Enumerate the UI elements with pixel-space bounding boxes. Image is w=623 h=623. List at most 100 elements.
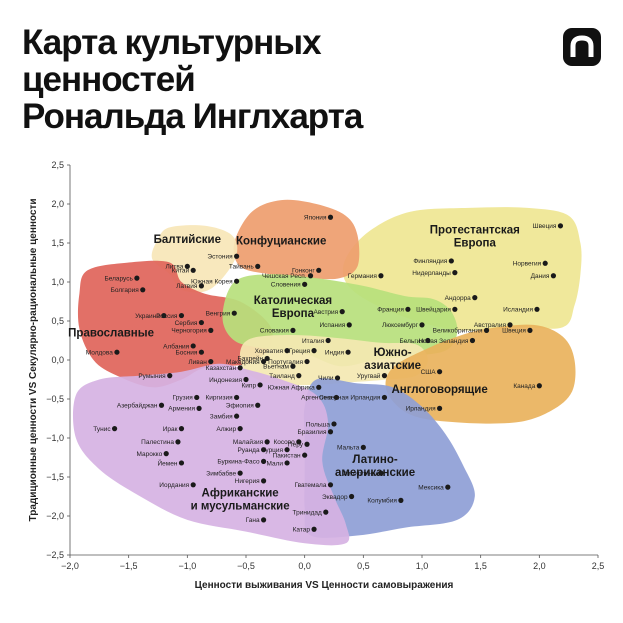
country-point xyxy=(437,369,443,375)
country-label: Новая Зеландия xyxy=(419,338,469,345)
country-label: Нидерланды xyxy=(412,270,451,277)
region-labels-layer: ПротестантскаяЕвропаКонфуцианскиеБалтийс… xyxy=(68,225,520,513)
country-point xyxy=(419,322,425,328)
region-label: Европа xyxy=(454,238,497,250)
country-label: Ирак xyxy=(163,426,178,433)
country-label: Йемен xyxy=(157,458,177,467)
country-label: США xyxy=(421,369,437,376)
country-label: Норвегия xyxy=(513,261,542,268)
country-point xyxy=(472,295,478,301)
y-tick-label: 2,5 xyxy=(51,160,64,170)
country-label: Гватемала xyxy=(294,482,326,489)
y-tick-label: −2,0 xyxy=(46,511,64,521)
country-label: Венгрия xyxy=(206,311,231,318)
country-label: Алжир xyxy=(216,426,236,433)
country-label: Таиланд xyxy=(269,373,295,380)
country-label: Латвия xyxy=(176,283,198,290)
y-tick-label: 2,0 xyxy=(51,199,64,209)
y-tick-label: 0,0 xyxy=(51,355,64,365)
country-label: Тунис xyxy=(93,426,111,433)
country-point xyxy=(327,214,334,220)
country-label: Армения xyxy=(168,406,195,413)
country-point xyxy=(194,394,200,401)
country-point xyxy=(302,281,308,287)
country-point xyxy=(161,312,167,319)
country-point xyxy=(557,223,564,229)
country-label: Швеция xyxy=(502,328,526,335)
region-shape-7 xyxy=(303,378,475,538)
x-tick-label: 1,5 xyxy=(474,561,487,571)
country-point xyxy=(111,426,118,432)
country-label: Польша xyxy=(306,421,331,428)
country-label: Замбия xyxy=(210,412,233,420)
inglehart-chart: −2,0 −1,5 −1,0 −0,5 0,0 0,5 1,0 1,5 2,0 2,5 2,5 2,0… xyxy=(28,160,604,591)
country-label: Андорра xyxy=(445,295,472,302)
country-point xyxy=(198,349,205,355)
country-label: Мексика xyxy=(418,484,444,491)
page-title: Карта культурных ценностей Рональда Ингл… xyxy=(22,24,462,135)
country-label: Хорватия xyxy=(255,348,284,355)
country-label: Швеция xyxy=(533,223,557,230)
country-point xyxy=(339,309,345,315)
country-point xyxy=(325,337,331,344)
country-label: Бельгия xyxy=(399,338,424,345)
country-point xyxy=(437,405,443,411)
country-point xyxy=(190,343,196,349)
region-label: Конфуцианские xyxy=(236,236,326,248)
country-label: Ливан xyxy=(188,359,207,366)
x-tick-label: −2,0 xyxy=(61,561,79,571)
country-label: Литва xyxy=(165,264,183,271)
country-label: Эквадор xyxy=(322,494,348,501)
country-point xyxy=(140,287,146,293)
country-point xyxy=(190,267,196,273)
y-tick-label: −2,5 xyxy=(46,550,64,560)
country-label: Марокко xyxy=(136,451,162,458)
country-point xyxy=(237,470,243,476)
country-label: Казахстан xyxy=(206,365,237,372)
country-label: Аргентина xyxy=(301,395,333,402)
title-line-3: Рональда Инглхарта xyxy=(22,97,363,136)
country-label: Эфиопия xyxy=(226,403,254,410)
country-label: Финляндия xyxy=(413,258,447,265)
country-point xyxy=(307,273,314,279)
country-point xyxy=(198,319,205,326)
country-point xyxy=(178,312,185,319)
points-layer: Япония Швеция Эстония Финляндия Норвегия Литв… xyxy=(86,214,564,534)
country-point xyxy=(290,327,296,333)
country-label: Южная Корея xyxy=(191,279,233,286)
country-label: Дания xyxy=(531,273,550,280)
y-tick-label: −1,0 xyxy=(46,433,64,443)
region-label: Латино- xyxy=(352,454,397,466)
x-tick-label: 1,0 xyxy=(416,561,429,571)
country-label: Швейцария xyxy=(416,306,451,314)
country-label: Словения xyxy=(271,282,301,289)
country-label: Китай xyxy=(172,267,190,275)
country-label: Нигерия xyxy=(235,478,260,485)
country-label: Иордания xyxy=(159,482,189,489)
region-label: Южно- xyxy=(374,347,412,359)
y-tick-label: 0,5 xyxy=(51,316,64,326)
country-label: Косово xyxy=(273,439,295,446)
country-point xyxy=(304,358,310,365)
country-point xyxy=(405,306,411,312)
country-label: Беларусь xyxy=(104,275,133,282)
country-label: Италия xyxy=(302,338,325,345)
country-point xyxy=(167,373,173,379)
country-label: Эстония xyxy=(207,254,233,261)
country-label: Япония xyxy=(304,215,327,222)
country-label: Босния xyxy=(176,350,198,357)
country-label: Киргизия xyxy=(205,395,233,402)
country-point xyxy=(234,394,240,401)
country-label: Тайвань xyxy=(229,263,255,271)
country-point xyxy=(243,376,249,383)
country-point xyxy=(184,263,190,269)
region-label: Африканские xyxy=(202,488,279,500)
country-point xyxy=(302,452,308,458)
country-point xyxy=(198,283,205,289)
region-label: Балтийские xyxy=(154,234,221,246)
country-label: Черногория xyxy=(171,328,207,335)
country-label: Пакистан xyxy=(273,452,302,459)
country-point xyxy=(208,327,214,333)
country-point xyxy=(398,497,404,503)
region-shape-8 xyxy=(72,363,350,546)
